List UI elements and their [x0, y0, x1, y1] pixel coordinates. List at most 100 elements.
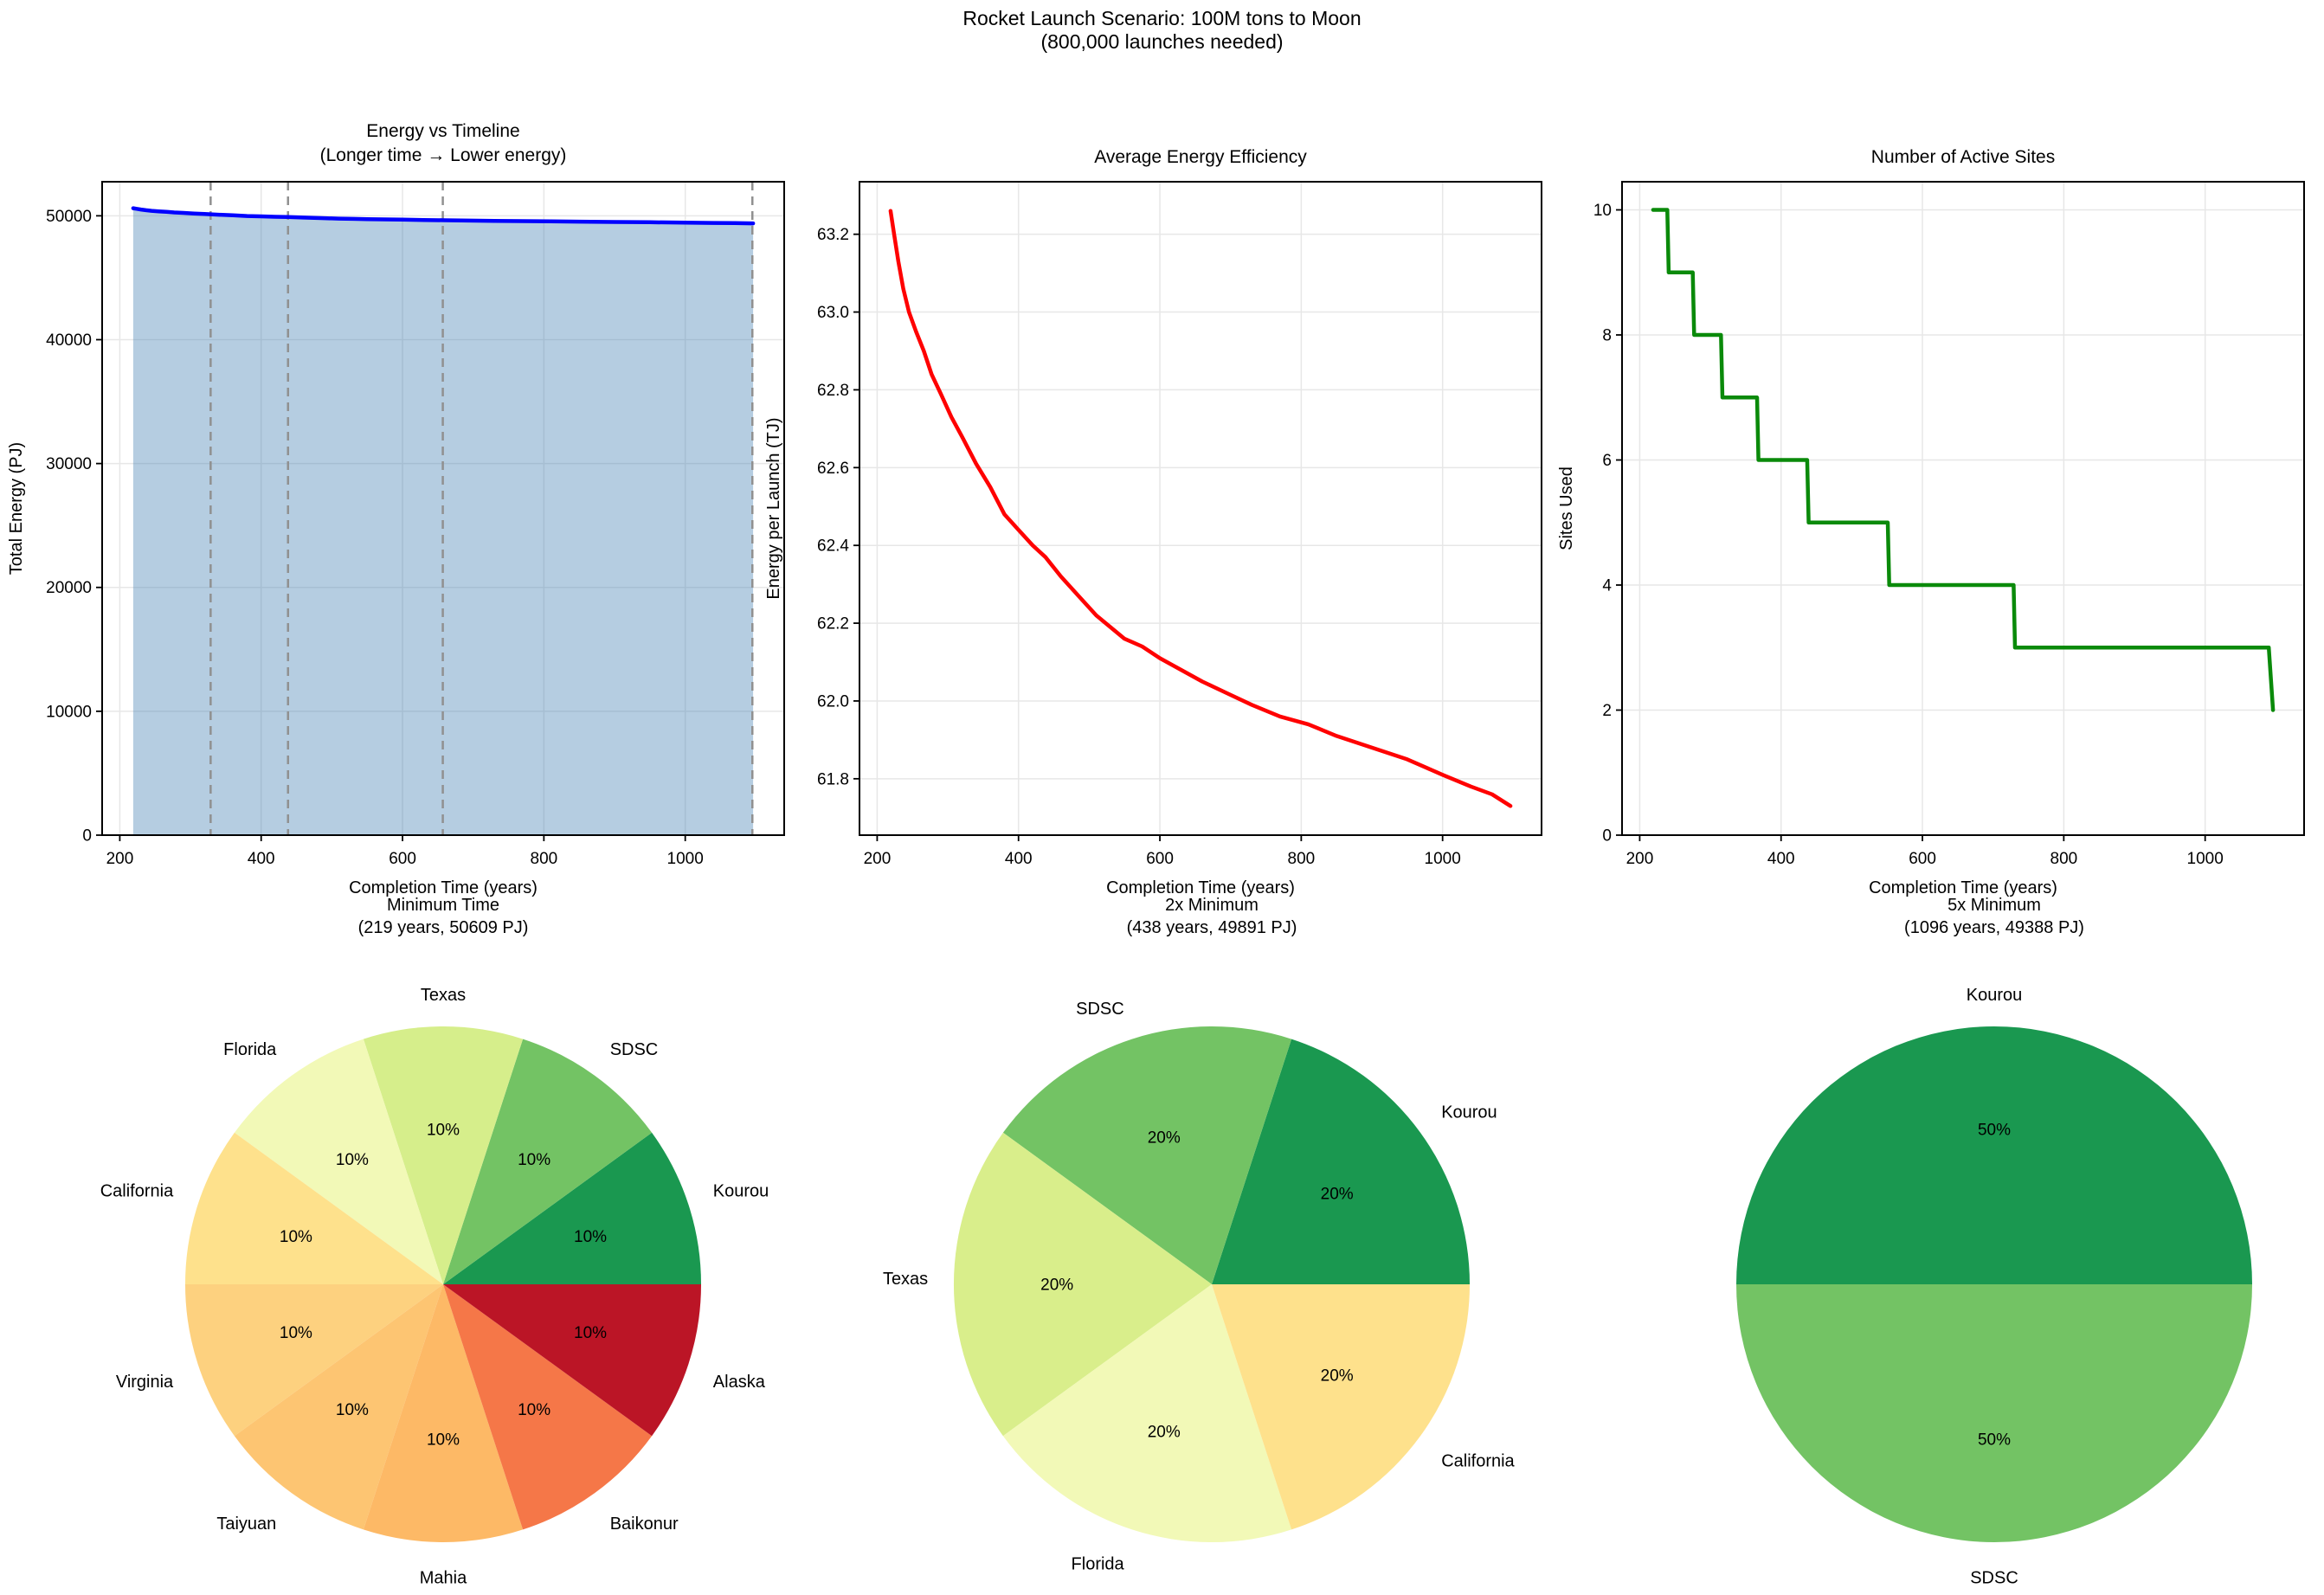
average-energy-efficiency-ytick-label: 63.2 — [817, 226, 849, 244]
pie-5x-minimum-slice-sdsc — [1736, 1284, 2252, 1542]
pie-2x-minimum-label-california: California — [1441, 1451, 1515, 1470]
pie-minimum-time-pct-virginia: 10% — [280, 1324, 312, 1342]
average-energy-efficiency-xtick-label: 400 — [1005, 850, 1033, 868]
number-of-active-sites-xaxis-label: Completion Time (years) — [1869, 878, 2057, 897]
number-of-active-sites: 200 400 600 800 1000 0 2 4 6 8 10 Number of Active … — [1557, 147, 2305, 897]
number-of-active-sites-series-line — [1651, 208, 2276, 712]
pie-2x-minimum-pct-kourou: 20% — [1321, 1185, 1354, 1203]
pie-minimum-time-label-mahia: Mahia — [420, 1568, 467, 1587]
pie-minimum-time-label-virginia: Virginia — [116, 1373, 174, 1392]
number-of-active-sites-ytick-label: 4 — [1602, 577, 1612, 595]
energy-vs-timeline-ytick-label: 0 — [82, 827, 92, 846]
energy-vs-timeline-plot-border — [101, 181, 785, 836]
pie-2x-minimum-pct-texas: 20% — [1040, 1277, 1073, 1295]
pie-2x-minimum-title-line2: (438 years, 49891 PJ) — [1127, 918, 1297, 937]
number-of-active-sites-xtick-label: 400 — [1767, 850, 1795, 868]
pie-2x-minimum-label-kourou: Kourou — [1441, 1103, 1497, 1122]
pie-minimum-time-label-sdsc: SDSC — [610, 1040, 659, 1059]
pie-minimum-time-title-line2: (219 years, 50609 PJ) — [358, 918, 529, 937]
pie-5x-minimum-pct-sdsc: 50% — [1978, 1431, 2011, 1449]
pie-minimum-time-pct-texas: 10% — [427, 1122, 460, 1140]
pie-minimum-time: Minimum Time (219 years, 50609 PJ) 10% Kour… — [100, 896, 769, 1587]
average-energy-efficiency-title-line1: Average Energy Efficiency — [1094, 147, 1307, 167]
pie-minimum-time-slice-texas — [363, 1026, 524, 1284]
energy-vs-timeline: 200 400 600 800 1000010000200003000040000500… — [7, 121, 785, 897]
pie-5x-minimum-title-line1: 5x Minimum — [1947, 896, 2041, 915]
average-energy-efficiency-xtick-label: 600 — [1146, 850, 1174, 868]
energy-vs-timeline-series-line — [131, 206, 756, 226]
energy-vs-timeline-xtick-label: 600 — [389, 850, 416, 868]
number-of-active-sites-yaxis-label: Sites Used — [1557, 466, 1576, 550]
pie-minimum-time-pct-alaska: 10% — [574, 1324, 607, 1342]
average-energy-efficiency-ytick-label: 62.4 — [817, 537, 849, 556]
number-of-active-sites-ytick-label: 8 — [1602, 327, 1612, 345]
pie-minimum-time-label-alaska: Alaska — [713, 1373, 766, 1392]
average-energy-efficiency-xtick-label: 200 — [864, 850, 892, 868]
average-energy-efficiency-ytick-label: 61.8 — [817, 770, 849, 788]
pie-minimum-time-slice-kourou — [443, 1132, 701, 1284]
pie-minimum-time-label-taiyuan: Taiyuan — [216, 1515, 276, 1534]
pie-minimum-time-pct-kourou: 10% — [574, 1228, 607, 1246]
pie-minimum-time-pct-baikonur: 10% — [518, 1401, 550, 1419]
pie-minimum-time-slice-virginia — [185, 1284, 443, 1437]
pie-minimum-time-label-texas: Texas — [421, 986, 466, 1005]
energy-vs-timeline-xtick-label: 800 — [531, 850, 558, 868]
pie-2x-minimum-slice-california — [1212, 1284, 1470, 1530]
average-energy-efficiency-ytick-label: 62.0 — [817, 692, 849, 711]
pie-2x-minimum-pct-sdsc: 20% — [1148, 1129, 1181, 1147]
average-energy-efficiency-series-line — [888, 209, 1513, 808]
energy-vs-timeline-xtick-label: 1000 — [667, 850, 704, 868]
pie-minimum-time-slice-taiyuan — [234, 1284, 443, 1530]
energy-vs-timeline-title-line2: (Longer time → Lower energy) — [320, 145, 567, 165]
pie-2x-minimum-slice-florida — [1002, 1284, 1292, 1543]
pie-minimum-time-pct-mahia: 10% — [427, 1431, 460, 1449]
energy-vs-timeline-ytick-label: 40000 — [46, 331, 92, 350]
pie-minimum-time-slice-baikonur — [443, 1284, 653, 1530]
pie-minimum-time-title-line1: Minimum Time — [387, 896, 499, 915]
pie-2x-minimum-slice-kourou — [1212, 1039, 1470, 1284]
pie-minimum-time-pct-taiyuan: 10% — [336, 1401, 369, 1419]
pie-minimum-time-slice-california — [184, 1132, 443, 1284]
pie-minimum-time-label-baikonur: Baikonur — [610, 1515, 679, 1534]
energy-vs-timeline-ytick-label: 50000 — [46, 208, 92, 226]
pie-minimum-time-slice-mahia — [363, 1284, 524, 1542]
pie-5x-minimum-title-line2: (1096 years, 49388 PJ) — [1904, 918, 2084, 937]
pie-minimum-time-label-california: California — [100, 1182, 174, 1201]
number-of-active-sites-ytick-label: 2 — [1602, 702, 1612, 720]
pie-2x-minimum-slice-sdsc — [1002, 1026, 1292, 1284]
average-energy-efficiency-ytick-label: 63.0 — [817, 304, 849, 322]
number-of-active-sites-xtick-label: 200 — [1626, 850, 1654, 868]
pie-minimum-time-slice-alaska — [443, 1284, 701, 1437]
average-energy-efficiency-ytick-label: 62.8 — [817, 382, 849, 400]
pie-minimum-time-pct-california: 10% — [280, 1228, 312, 1246]
pie-5x-minimum-pct-kourou: 50% — [1978, 1122, 2011, 1140]
pie-2x-minimum-label-texas: Texas — [883, 1270, 928, 1289]
average-energy-efficiency: 200 400 600 800 1000 61.8 62.0 62.2 62.4 62.6 62.8… — [764, 147, 1542, 897]
pie-5x-minimum-slice-kourou — [1736, 1026, 2252, 1284]
pie-minimum-time-pct-sdsc: 10% — [518, 1151, 550, 1169]
average-energy-efficiency-xaxis-label: Completion Time (years) — [1106, 878, 1295, 897]
number-of-active-sites-title-line1: Number of Active Sites — [1871, 147, 2055, 167]
energy-vs-timeline-xaxis-label: Completion Time (years) — [349, 878, 538, 897]
pie-2x-minimum: 2x Minimum (438 years, 49891 PJ) 20% Kourou… — [883, 896, 1516, 1573]
pie-5x-minimum-label-kourou: Kourou — [1967, 986, 2023, 1005]
pie-5x-minimum: 5x Minimum (1096 years, 49388 PJ) 50% Kouro… — [1736, 896, 2252, 1587]
pie-minimum-time-label-kourou: Kourou — [713, 1182, 769, 1201]
pie-2x-minimum-slice-texas — [953, 1132, 1212, 1437]
average-energy-efficiency-grid — [859, 182, 1542, 835]
energy-vs-timeline-xtick-label: 200 — [106, 850, 134, 868]
energy-vs-timeline-title-line1: Energy vs Timeline — [366, 121, 519, 141]
pie-5x-minimum-label-sdsc: SDSC — [1970, 1568, 2018, 1587]
average-energy-efficiency-yaxis-label: Energy per Launch (TJ) — [764, 417, 783, 599]
pie-2x-minimum-label-sdsc: SDSC — [1076, 1000, 1124, 1019]
energy-vs-timeline-xtick-label: 400 — [248, 850, 275, 868]
average-energy-efficiency-xtick-label: 1000 — [1425, 850, 1461, 868]
number-of-active-sites-ytick-label: 10 — [1593, 202, 1612, 220]
energy-vs-timeline-ytick-label: 30000 — [46, 455, 92, 473]
number-of-active-sites-xtick-label: 600 — [1909, 850, 1936, 868]
pie-2x-minimum-label-florida: Florida — [1072, 1554, 1125, 1573]
pie-minimum-time-pct-florida: 10% — [336, 1151, 369, 1169]
average-energy-efficiency-ytick-label: 62.6 — [817, 460, 849, 478]
